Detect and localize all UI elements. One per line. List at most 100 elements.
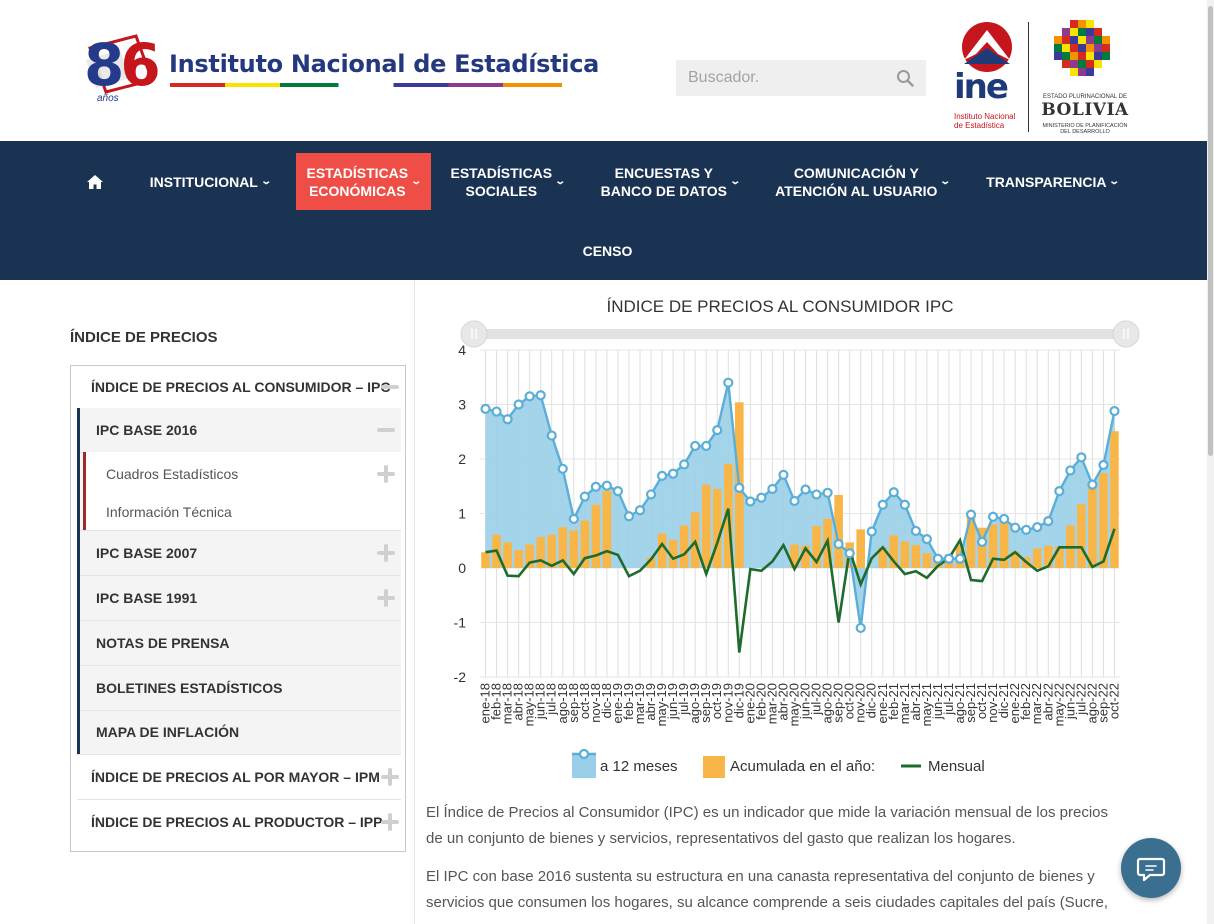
- menu-item-ipm[interactable]: ÍNDICE DE PRECIOS AL POR MAYOR – IPM: [71, 755, 405, 799]
- nav-encuestas-banco-datos[interactable]: ENCUESTAS Y BANCO DE DATOS ⌄: [600, 164, 742, 199]
- bar-acumulada: [558, 527, 568, 568]
- bar-acumulada: [569, 530, 579, 568]
- anniversary-logo[interactable]: 86 años: [80, 30, 162, 112]
- bar-acumulada: [878, 547, 888, 568]
- menu-item-ipc-base-2016[interactable]: IPC BASE 2016: [77, 408, 401, 452]
- range-slider-track[interactable]: [470, 329, 1130, 339]
- expand-icon[interactable]: [377, 543, 395, 562]
- search-icon[interactable]: [896, 69, 914, 87]
- marker-12-meses: [999, 513, 1010, 525]
- menu-item-cuadros-estadisticos[interactable]: Cuadros Estadísticos: [86, 454, 401, 494]
- marker-12-meses: [491, 406, 502, 417]
- y-tick-label: -2: [454, 669, 467, 685]
- legend-swatch-acumulada: [703, 756, 725, 778]
- bar-acumulada: [911, 545, 921, 568]
- marker-12-meses: [535, 390, 546, 401]
- menu-item-informacion-tecnica[interactable]: Información Técnica: [106, 504, 232, 520]
- bar-acumulada: [900, 541, 910, 568]
- x-tick-label: feb-20: [753, 683, 768, 720]
- bar-acumulada: [1110, 431, 1119, 568]
- menu-item-mapa-inflacion[interactable]: MAPA DE INFLACIÓN: [96, 724, 240, 740]
- x-tick-label: dic-21: [996, 683, 1011, 718]
- menu-item-ipc-base-2007[interactable]: IPC BASE 2007: [77, 530, 401, 575]
- x-tick-label: ago-20: [820, 683, 835, 723]
- marker-12-meses: [888, 487, 899, 498]
- x-tick-label: ene-21: [875, 683, 890, 723]
- x-tick-label: mar-21: [897, 683, 912, 724]
- chat-button[interactable]: [1121, 838, 1181, 898]
- nav-estadisticas-economicas[interactable]: ESTADÍSTICAS ECONÓMICAS ⌄: [296, 153, 431, 210]
- menu-item-notas-prensa[interactable]: NOTAS DE PRENSA: [96, 634, 230, 651]
- x-tick-label: jul-21: [941, 683, 956, 716]
- collapse-icon[interactable]: [377, 428, 395, 432]
- marker-12-meses: [502, 414, 513, 425]
- bar-acumulada: [977, 527, 987, 568]
- x-tick-label: sep-22: [1095, 683, 1110, 723]
- nav-home[interactable]: [76, 153, 114, 210]
- marker-12-meses: [723, 377, 734, 388]
- x-tick-label: jul-22: [1073, 683, 1088, 716]
- marker-12-meses: [1087, 479, 1098, 490]
- bar-acumulada: [547, 534, 557, 568]
- expand-icon[interactable]: [377, 465, 395, 483]
- page-scrollbar[interactable]: [1207, 0, 1214, 924]
- bolivia-line3: MINISTERIO DE PLANIFICACIÓN DEL DESARROL…: [1042, 123, 1128, 135]
- menu-item-boletines[interactable]: BOLETINES ESTADÍSTICOS: [96, 679, 283, 696]
- expand-icon[interactable]: [381, 768, 399, 786]
- menu-item-ipc-base-1991[interactable]: IPC BASE 1991: [77, 575, 401, 620]
- bolivia-line2: BOLIVIA: [1041, 100, 1129, 120]
- nav-comunicacion-atencion[interactable]: COMUNICACIÓN Y ATENCIÓN AL USUARIO ⌄: [775, 164, 952, 199]
- sidebar-menu: ÍNDICE DE PRECIOS AL CONSUMIDOR – IPC IP…: [70, 365, 406, 852]
- scrollbar-thumb[interactable]: [1208, 6, 1213, 456]
- y-tick-label: 0: [458, 560, 466, 576]
- bar-acumulada: [580, 520, 590, 568]
- y-tick-label: 3: [458, 397, 466, 413]
- range-slider-handle-left[interactable]: [460, 320, 488, 348]
- marker-12-meses: [612, 486, 624, 497]
- x-tick-label: abr-21: [908, 683, 923, 721]
- marker-12-meses: [811, 489, 822, 500]
- logo-divider: [1028, 22, 1029, 132]
- x-tick-label: nov-20: [853, 683, 868, 723]
- marker-12-meses: [679, 459, 690, 470]
- divider: [80, 530, 401, 531]
- x-tick-label: ene-18: [478, 683, 493, 723]
- bar-acumulada: [889, 535, 899, 568]
- bar-acumulada: [856, 529, 865, 568]
- menu-item-ipp[interactable]: ÍNDICE DE PRECIOS AL PRODUCTOR – IPP: [71, 800, 405, 844]
- x-tick-label: nov-21: [985, 683, 1000, 723]
- chevron-down-icon: ⌄: [939, 175, 952, 187]
- x-tick-label: mar-20: [764, 683, 779, 724]
- x-tick-label: ago-22: [1084, 683, 1099, 723]
- x-tick-label: mar-19: [632, 683, 647, 724]
- ipc-chart: -2-101234ene-18feb-18mar-18abr-18may-18j…: [454, 320, 1140, 778]
- nav-estadisticas-sociales[interactable]: ESTADÍSTICAS SOCIALES ⌄: [450, 164, 567, 199]
- search-input[interactable]: [676, 60, 886, 96]
- marker-12-meses: [1109, 405, 1120, 417]
- y-tick-label: 1: [458, 506, 466, 522]
- collapse-icon[interactable]: [381, 385, 399, 389]
- bar-acumulada: [481, 552, 490, 568]
- intro-paragraph: El Índice de Precios al Consumidor (IPC)…: [426, 804, 1109, 847]
- marker-12-meses: [943, 553, 955, 564]
- bolivia-emblem[interactable]: ESTADO PLURINACIONAL DE BOLIVIA MINISTER…: [1040, 20, 1130, 138]
- bar-acumulada: [503, 542, 512, 568]
- institute-name[interactable]: Instituto Nacional de Estadística: [169, 50, 600, 78]
- marker-12-meses: [855, 622, 866, 634]
- ine-logo[interactable]: ine Instituto Nacional de Estadística: [950, 20, 1020, 135]
- nav-institucional[interactable]: INSTITUCIONAL ⌄: [149, 173, 272, 190]
- bar-acumulada: [536, 536, 545, 568]
- chevron-down-icon: ⌄: [554, 175, 567, 187]
- marker-12-meses: [579, 491, 590, 502]
- x-tick-label: oct-22: [1106, 683, 1121, 719]
- nav-censo[interactable]: CENSO: [582, 243, 633, 259]
- menu-item-ipc[interactable]: ÍNDICE DE PRECIOS AL CONSUMIDOR – IPC: [71, 366, 405, 408]
- marker-12-meses: [656, 470, 668, 481]
- expand-icon[interactable]: [377, 588, 395, 607]
- ine-subtitle: Instituto Nacional de Estadística: [954, 112, 1016, 130]
- range-slider-handle-right[interactable]: [1112, 320, 1140, 348]
- nav-transparencia[interactable]: TRANSPARENCIA ⌄: [986, 173, 1121, 190]
- x-tick-label: oct-21: [974, 683, 989, 719]
- expand-icon[interactable]: [381, 813, 399, 831]
- x-tick-label: may-19: [654, 683, 669, 726]
